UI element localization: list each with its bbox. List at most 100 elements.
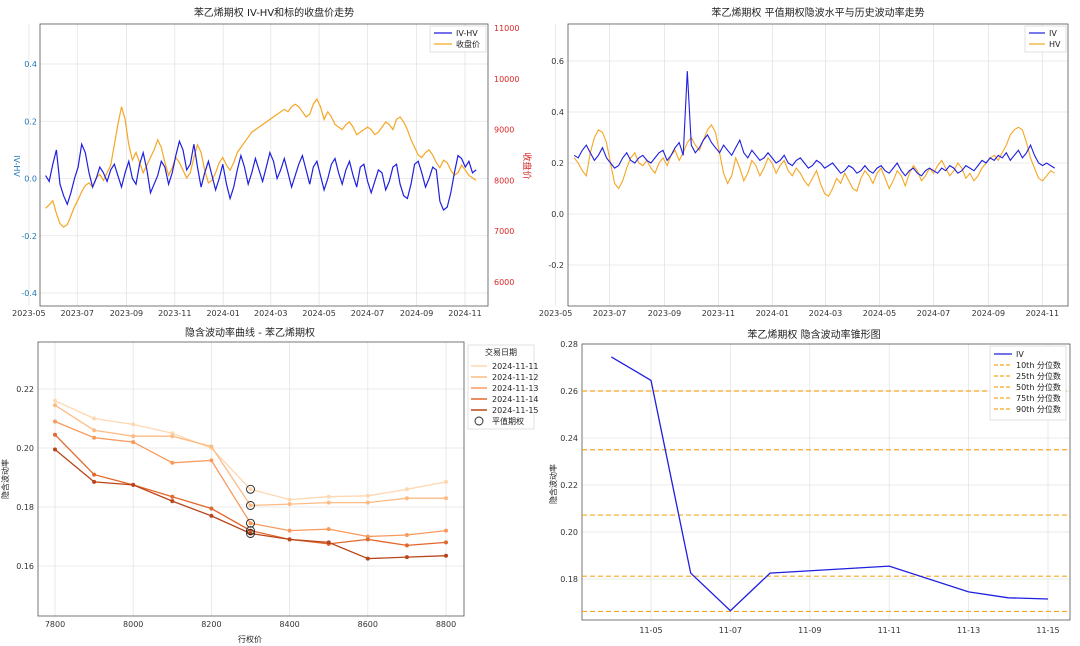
chart-4-xtick-label: 11-11 [878,626,901,635]
chart-4-xtick-label: 11-07 [719,626,742,635]
chart-4-xtick-label: 11-15 [1036,626,1059,635]
chart-iv-smile: 隐含波动率曲线 - 苯乙烯期权 0.16 0.18 0.20 0.22 7800 800… [0,326,539,644]
chart-2-xtick-label: 2023-11 [702,309,735,318]
series-point-2024-11-12 [444,496,448,501]
chart-1-ytick-right: 7000 [494,227,514,236]
chart-1-xtick-label: 2024-03 [254,309,287,318]
chart-1-title: 苯乙烯期权 IV-HV和标的收盘价走势 [194,6,354,19]
series-point-2024-11-14 [92,472,97,477]
chart-4-ylabel: 隐含波动率 [548,464,558,504]
chart-3-xtick-label: 8800 [436,620,456,629]
series-point-2024-11-13 [248,521,253,526]
chart-2-ytick-label: 0.4 [551,108,564,117]
series-point-2024-11-12 [248,503,253,508]
series-point-2024-11-12 [404,496,409,501]
series-point-2024-11-11 [404,487,409,492]
chart-4-ytick-label: 0.20 [560,528,578,537]
legend-label-close: 收盘价 [456,39,480,49]
series-point-2024-11-12 [287,502,292,507]
series-line-iv [573,71,1055,177]
legend-label: 50th 分位数 [1016,382,1061,392]
legend-label: 75th 分位数 [1016,393,1061,403]
legend-label-hv: HV [1049,40,1061,49]
series-point-2024-11-14 [209,506,214,511]
series-line-iv [610,356,1049,612]
atm-marker [246,529,255,538]
legend-label: 10th 分位数 [1016,360,1061,370]
legend-label-iv-hv: IV-HV [456,29,478,38]
chart-1-ytick-right: 6000 [494,278,514,287]
series-point-2024-11-11 [444,479,448,484]
chart-2-ytick-label: 0.6 [551,57,564,66]
series-point-2024-11-12 [365,500,370,505]
chart-1-ytick-left: -0.2 [21,232,37,241]
chart-4-title: 苯乙烯期权 隐含波动率锥形图 [747,328,880,341]
legend-label-2024-11-11: 2024-11-11 [492,362,539,371]
series-point-2024-11-12 [53,403,57,408]
chart-3-ytick-label: 0.22 [16,385,34,394]
chart-2-xtick-label: 2023-07 [593,309,626,318]
chart-iv-cone: 苯乙烯期权 隐含波动率锥形图 0.180.200.220.240.260.28 … [548,328,1071,635]
series-point-2024-11-13 [209,458,214,463]
chart-2-ytick-label: -0.2 [548,261,564,270]
atm-marker [246,526,255,536]
series-point-2024-11-13 [444,528,448,533]
chart-2-xtick-label: 2024-09 [972,309,1005,318]
chart-3-legend-title: 交易日期 [485,347,517,357]
chart-4-ytick-label: 0.28 [560,340,578,349]
legend-label-2024-11-13: 2024-11-13 [492,384,539,393]
series-point-2024-11-15 [444,553,448,558]
legend-label: IV [1016,350,1024,359]
chart-2-xtick-label: 2024-05 [863,309,896,318]
series-point-2024-11-15 [170,499,175,504]
series-point-2024-11-13 [170,460,175,465]
chart-1-ytick-left: 0.0 [24,175,37,184]
series-point-2024-11-15 [365,556,370,561]
series-point-2024-11-11 [248,487,253,492]
series-point-2024-11-14 [404,543,409,548]
chart-2-xtick-label: 2024-01 [756,309,789,318]
legend-label: 25th 分位数 [1016,371,1061,381]
series-line-iv-hv [45,139,477,211]
legend-label-2024-11-14: 2024-11-14 [492,395,539,404]
chart-2-legend: IV HV [1024,25,1067,53]
series-point-2024-11-11 [92,416,97,421]
chart-1-ylabel-right: 收盘价 [521,152,533,179]
series-point-2024-11-14 [444,540,448,545]
chart-1-xtick-label: 2024-05 [302,309,335,318]
series-point-2024-11-14 [53,432,57,437]
series-point-2024-11-15 [92,479,97,484]
atm-marker [246,518,255,528]
chart-1-ytick-left: 0.2 [24,117,37,126]
series-line-close [45,97,477,228]
legend-label: 90th 分位数 [1016,404,1061,414]
chart-1-xtick-label: 2024-09 [400,309,433,318]
atm-marker [246,501,255,510]
chart-1-ytick-right: 11000 [494,24,519,33]
series-point-2024-11-12 [92,428,97,433]
series-point-2024-11-13 [53,419,57,424]
series-point-2024-11-14 [365,537,370,542]
chart-1-legend: IV-HV 收盘价 [429,25,487,53]
series-point-2024-11-13 [92,435,97,440]
chart-2-xtick-label: 2024-03 [809,309,842,318]
series-point-2024-11-15 [209,513,214,518]
atm-marker [246,484,255,494]
chart-1-xtick-label: 2024-07 [351,309,384,318]
series-point-2024-11-11 [131,422,136,427]
chart-3-xtick-label: 7800 [45,620,65,629]
legend-label-2024-11-12: 2024-11-12 [492,373,539,382]
series-point-2024-11-15 [404,555,409,560]
series-point-2024-11-11 [287,497,292,502]
chart-1-ytick-right: 9000 [494,126,514,135]
chart-4-ytick-label: 0.26 [560,387,578,396]
chart-3-xlabel: 行权价 [238,634,262,644]
chart-1-ytick-right: 10000 [494,75,519,84]
series-point-2024-11-12 [131,434,136,439]
chart-2-xtick-label: 2023-05 [539,309,572,318]
series-point-2024-11-13 [287,528,292,533]
series-point-2024-11-12 [209,444,214,449]
chart-3-ylabel: 隐含波动率 [0,459,10,499]
